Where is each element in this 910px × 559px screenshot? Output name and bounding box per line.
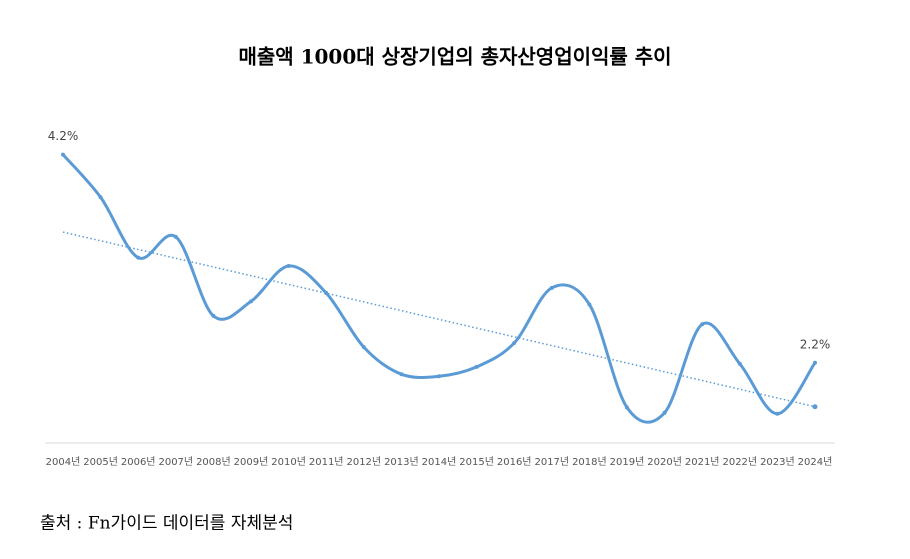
data-point [662, 410, 667, 415]
x-tick-label: 2010년 [271, 456, 306, 468]
source-note: 출처 : Fn가이드 데이터를 자체분석 [40, 514, 293, 534]
data-point [700, 322, 705, 327]
data-point [324, 291, 329, 296]
x-tick-label: 2009년 [234, 456, 269, 468]
x-tick-label: 2015년 [459, 456, 494, 468]
data-point [625, 405, 629, 410]
data-point [437, 374, 441, 379]
data-point [249, 299, 253, 304]
x-tick-label: 2012년 [346, 456, 381, 468]
x-tick-label: 2007년 [158, 456, 193, 468]
data-point [361, 345, 366, 350]
x-tick-label: 2022년 [722, 456, 757, 468]
x-tick-label: 2019년 [610, 456, 645, 468]
data-point [136, 255, 141, 260]
data-point [211, 313, 216, 318]
x-tick-label: 2005년 [83, 456, 118, 468]
x-tick-label: 2006년 [121, 456, 156, 468]
x-tick-label: 2014년 [422, 456, 457, 468]
x-tick-label: 2021년 [685, 456, 720, 468]
data-point [587, 302, 592, 307]
x-tick-label: 2008년 [196, 456, 231, 468]
x-tick-label: 2017년 [534, 456, 569, 468]
data-label: 4.2% [48, 129, 79, 143]
data-point [813, 360, 817, 365]
x-tick-label: 2020년 [647, 456, 682, 468]
data-point [775, 411, 780, 416]
data-point [474, 364, 479, 369]
chart-title: 매출액 1000대 상장기업의 총자산영업이익률 추이 [238, 45, 671, 69]
trend-line [62, 231, 816, 408]
data-label: 2.2% [800, 337, 831, 351]
x-tick-label: 2024년 [798, 456, 833, 468]
data-point [512, 340, 517, 345]
data-line [61, 153, 817, 424]
x-tick-label: 2011년 [309, 456, 344, 468]
data-point [399, 372, 404, 377]
x-tick-label: 2018년 [572, 456, 607, 468]
data-point [737, 361, 742, 366]
data-point [61, 152, 65, 157]
x-tick-label: 2013년 [384, 456, 419, 468]
x-tick-label: 2004년 [46, 456, 81, 468]
x-tick-label: 2023년 [760, 456, 795, 468]
x-tick-label: 2016년 [497, 456, 532, 468]
data-point [286, 263, 291, 268]
trend-end [812, 404, 818, 410]
data-point [98, 195, 103, 200]
data-point [173, 234, 178, 239]
data-point [549, 285, 554, 290]
